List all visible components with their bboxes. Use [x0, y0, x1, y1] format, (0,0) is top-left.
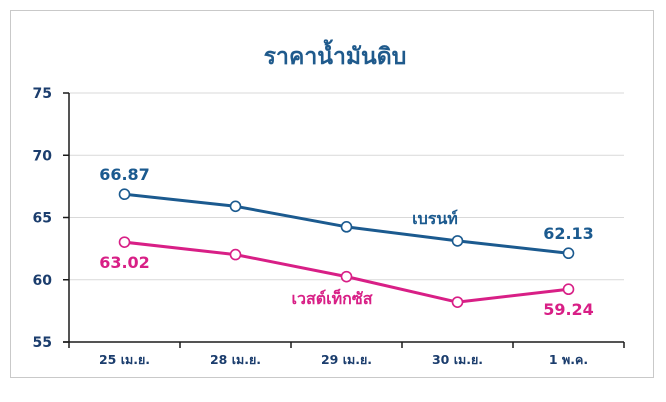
data-label: 63.02	[99, 253, 150, 272]
x-tick-label: 28 เม.ย.	[210, 352, 261, 367]
series-group: 66.87 62.13 เบรนท์ 63.02 59.24 เวสต์เท็กซัส	[99, 165, 594, 319]
chart-title: ราคาน้ำมันดิบ	[264, 39, 407, 70]
x-tick-label: 1 พ.ค.	[549, 352, 588, 367]
y-tick-label: 60	[33, 273, 53, 289]
y-tick-label: 70	[33, 148, 53, 164]
data-point	[562, 283, 575, 296]
gridlines	[69, 92, 624, 281]
axes	[63, 92, 625, 348]
series-name-label: เวสต์เท็กซัส	[292, 287, 373, 308]
data-point	[562, 247, 575, 260]
data-point	[229, 248, 242, 261]
data-point	[451, 235, 464, 247]
data-point	[340, 221, 353, 233]
series-2: 63.02 59.24 เวสต์เท็กซัส	[99, 236, 594, 319]
data-point	[118, 188, 131, 201]
series-name-label: เบรนท์	[412, 209, 458, 228]
chart-frame	[10, 10, 654, 378]
data-point	[229, 200, 242, 213]
y-tick-label: 65	[33, 211, 52, 227]
data-label: 59.24	[543, 300, 594, 319]
series-1: 66.87 62.13 เบรนท์	[99, 165, 594, 260]
x-tick-label: 25 เม.ย.	[99, 352, 150, 367]
y-tick-label: 75	[33, 86, 52, 102]
data-point	[451, 296, 464, 308]
x-tick-label: 29 เม.ย.	[321, 352, 372, 367]
data-label: 62.13	[543, 224, 594, 243]
data-point	[118, 236, 131, 248]
x-tick-label: 30 เม.ย.	[432, 352, 483, 367]
data-point	[340, 270, 353, 283]
data-label: 66.87	[99, 165, 150, 184]
y-tick-label: 55	[33, 335, 52, 351]
tick-labels: 55 60 65 70 75 25 เม.ย. 28 เม.ย. 29 เม.ย. 30 เม.…	[33, 86, 589, 367]
